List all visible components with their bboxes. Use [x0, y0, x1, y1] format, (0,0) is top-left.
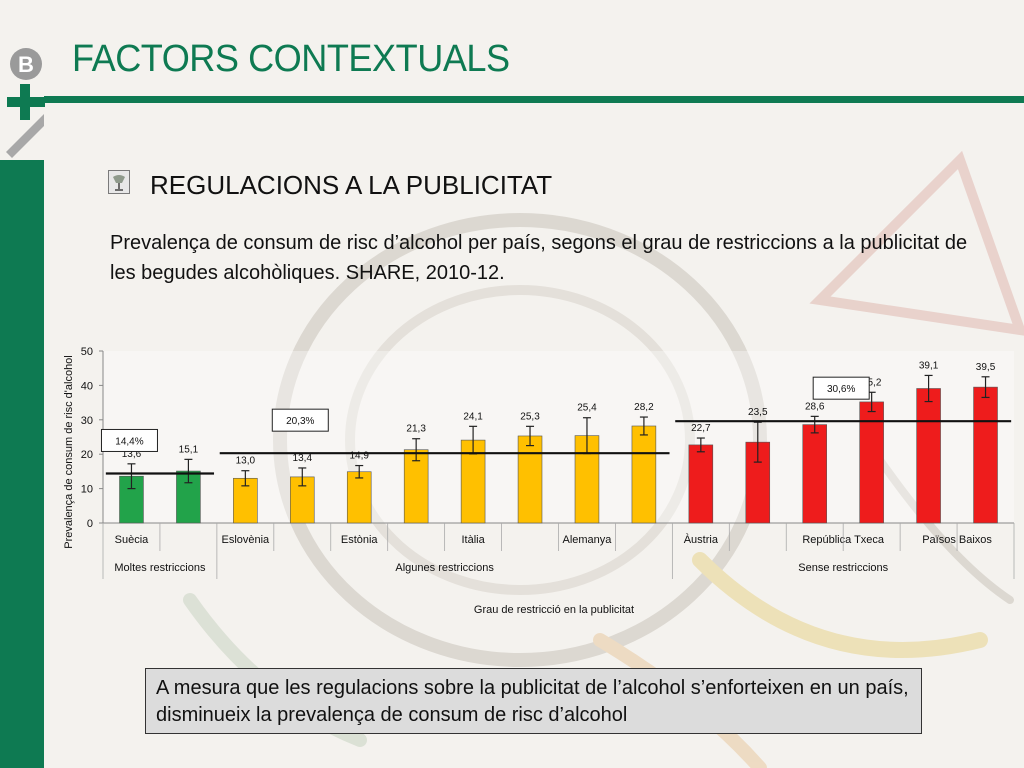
data-label: 13,6 [122, 449, 142, 460]
group-mean-label: 20,3% [286, 416, 314, 427]
y-tick-label: 40 [81, 380, 93, 392]
chart-caption: Prevalença de consum de risc d’alcohol p… [110, 232, 968, 284]
data-label: 23,5 [748, 407, 768, 418]
svg-text:B: B [18, 52, 34, 77]
bar [802, 424, 827, 524]
y-tick-label: 20 [81, 449, 93, 461]
bullet-icon [108, 170, 130, 194]
group-mean-box [812, 376, 870, 400]
y-tick-label: 10 [81, 484, 93, 496]
data-label: 24,1 [463, 411, 483, 422]
data-label: 21,3 [406, 424, 426, 435]
y-axis-title: Prevalença de consum de risc d'alcohol [63, 355, 75, 548]
data-label: 22,7 [691, 423, 711, 434]
bar [346, 471, 372, 524]
category-label: Àustria [684, 533, 719, 546]
y-tick-label: 30 [81, 415, 93, 427]
x-axis-title: Grau de restricció en la publicitat [474, 604, 634, 616]
brand-logo: B [6, 48, 45, 158]
section-title: REGULACIONS A LA PUBLICITAT [150, 170, 553, 200]
data-label: 15,1 [179, 444, 199, 455]
group-mean-box [271, 408, 329, 432]
group-mean-label: 30,6% [827, 384, 855, 395]
category-label: Eslovènia [221, 534, 270, 546]
data-label: 35,2 [862, 377, 882, 388]
data-label: 39,1 [919, 360, 939, 371]
page-title: FACTORS CONTEXTUALS [72, 38, 510, 80]
category-label: Itàlia [461, 534, 485, 546]
bar [973, 386, 998, 524]
group-label: Algunes restriccions [395, 562, 494, 574]
bar [631, 425, 657, 524]
category-label: Alemanya [563, 534, 613, 546]
bar [859, 401, 884, 524]
category-label: Suècia [115, 534, 150, 546]
bar [688, 444, 714, 524]
bar [916, 388, 941, 524]
data-label: 39,5 [976, 362, 996, 373]
data-label: 28,2 [634, 402, 654, 413]
y-tick-label: 50 [81, 346, 93, 358]
data-label: 14,9 [349, 451, 369, 462]
category-label: República Txeca [802, 534, 885, 546]
conclusion-box: A mesura que les regulacions sobre la pu… [145, 668, 922, 734]
category-label: Estònia [341, 534, 379, 546]
group-mean-label: 14,4% [115, 436, 143, 447]
group-label: Sense restriccions [798, 562, 888, 574]
data-label: 28,6 [805, 401, 825, 412]
group-label: Moltes restriccions [114, 562, 206, 574]
y-tick-label: 0 [87, 518, 93, 530]
data-label: 13,0 [236, 456, 256, 467]
left-accent-bar [0, 160, 44, 768]
data-label: 25,3 [520, 411, 540, 422]
title-divider [44, 96, 1024, 103]
group-mean-box [100, 428, 158, 452]
data-label: 13,4 [293, 453, 313, 464]
data-label: 25,4 [577, 403, 597, 414]
bar [517, 435, 543, 524]
